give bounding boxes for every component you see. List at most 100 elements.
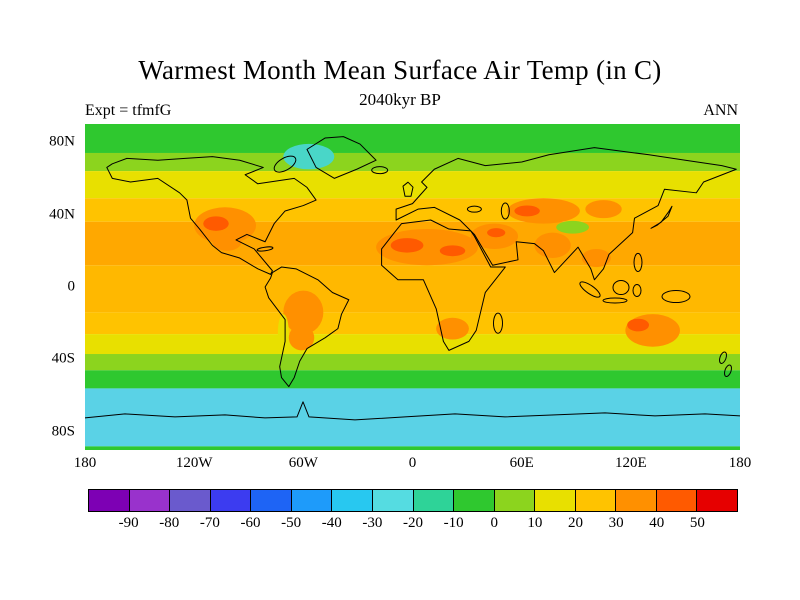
zonal-band — [85, 171, 740, 199]
chart-title: Warmest Month Mean Surface Air Temp (in … — [138, 55, 662, 85]
colorbar-tick-label: 40 — [649, 515, 665, 531]
temperature-map-svg — [85, 124, 740, 450]
world-map — [85, 124, 740, 450]
colorbar-cell — [209, 489, 252, 512]
colorbar-tick-label: -90 — [118, 515, 139, 531]
zonal-band — [85, 265, 740, 313]
region-argentina — [288, 325, 315, 351]
coastline-greenland — [306, 136, 377, 179]
colorbar-tick-label: -70 — [199, 515, 220, 531]
region-central-asia-core — [514, 205, 540, 217]
colorbar-cell — [655, 489, 698, 512]
colorbar-cell — [574, 489, 617, 512]
zonal-band — [85, 370, 740, 389]
coastline-british-isles — [402, 181, 414, 197]
region-mexico — [212, 232, 242, 251]
lat-tick-label: 40S — [51, 350, 75, 367]
region-baffin-greenland — [283, 143, 335, 170]
black-sea — [466, 205, 482, 213]
coastline-new-zealand-south — [724, 364, 732, 378]
coastline-new-zealand-north — [719, 351, 727, 364]
zonal-band — [85, 312, 740, 335]
colorbar-cell — [128, 489, 171, 512]
colorbar-tick-label: -80 — [159, 515, 180, 531]
zonal-band — [85, 334, 740, 355]
lat-tick-label: 0 — [67, 278, 76, 295]
colorbar-cell — [696, 489, 738, 512]
lon-tick-label: 120E — [614, 455, 647, 471]
region-tibet — [556, 220, 589, 234]
region-southern-africa — [436, 317, 469, 340]
lon-tick-label: 120W — [175, 455, 213, 471]
lat-tick-label: 80N — [49, 133, 75, 150]
colorbar-tick-label: -50 — [281, 515, 302, 531]
zonal-band — [85, 198, 740, 222]
lon-tick-label: 0 — [408, 455, 417, 471]
lat-tick-label: 80S — [51, 423, 75, 440]
zonal-temperature-bands — [85, 124, 740, 450]
zonal-band — [85, 152, 740, 172]
colorbar-cell — [290, 489, 333, 512]
colorbar-cell — [331, 489, 373, 512]
region-gobi — [585, 200, 622, 219]
coastline-madagascar — [493, 312, 503, 334]
colorbar-cell — [534, 489, 576, 512]
colorbar-tick-label: -60 — [240, 515, 261, 531]
longitude-axis: 180 120W 60W 0 60E 120E 180 — [74, 455, 752, 475]
coastline-eurasia — [395, 147, 737, 281]
zonal-band — [85, 354, 740, 371]
coastline-japan — [650, 205, 673, 229]
coastline-sulawesi — [632, 283, 642, 298]
zonal-band — [85, 124, 740, 153]
region-australia-core — [627, 318, 650, 332]
region-central-asia — [507, 198, 580, 224]
coastline-iceland — [371, 166, 389, 175]
coastline-north-america — [106, 156, 317, 275]
coastline-cuba — [256, 246, 274, 252]
chart-subtitle: 2040kyr BP — [359, 90, 441, 109]
colorbar-cell — [615, 489, 657, 512]
colorbar-tick-labels: -90 -80 -70 -60 -50 -40 -30 -20 -10 0 10 20 30 40 50 — [88, 515, 738, 535]
colorbar-tick-label: 0 — [490, 515, 499, 531]
caspian-sea — [500, 202, 510, 220]
colorbar-tick-label: 50 — [689, 515, 705, 531]
regional-temperature-anomalies — [194, 143, 680, 351]
colorbar-cell — [169, 489, 211, 512]
lon-tick-label: 180 — [73, 455, 97, 471]
region-sahara — [376, 229, 478, 266]
colorbar-tick-label: -10 — [443, 515, 464, 531]
lon-tick-label: 60E — [509, 455, 534, 471]
region-india — [534, 232, 571, 259]
coastline-borneo — [612, 279, 630, 296]
colorbar-cell — [250, 489, 292, 512]
coastline-philippines — [633, 252, 643, 272]
colorbar-cell — [371, 489, 414, 512]
lon-tick-label: 60W — [288, 455, 318, 471]
colorbar-tick-label: -30 — [362, 515, 383, 531]
coastline-sumatra — [579, 281, 601, 298]
zonal-band — [85, 388, 740, 447]
region-middle-east-core — [487, 228, 506, 238]
region-indochina — [581, 248, 611, 268]
lat-tick-label: 40N — [49, 206, 75, 223]
coastline-java — [602, 297, 628, 304]
temperature-colorbar — [88, 489, 738, 512]
coastline-baffin-island — [273, 155, 297, 173]
lon-tick-label: 180 — [728, 455, 752, 471]
colorbar-tick-label: 20 — [568, 515, 583, 531]
region-north-america-core — [203, 216, 229, 231]
colorbar-tick-label: 30 — [608, 515, 624, 531]
experiment-label: Expt = tfmfG — [85, 102, 172, 119]
colorbar-cell — [88, 489, 130, 512]
season-label: ANN — [703, 102, 738, 119]
coastline-south-america — [264, 266, 350, 388]
region-sahara-core-west — [390, 238, 424, 253]
region-andes — [277, 314, 289, 351]
coastlines — [85, 136, 740, 421]
zonal-band — [85, 446, 740, 450]
latitude-axis: 80N 40N 0 40S 80S — [20, 124, 75, 450]
region-sahara-core-east — [439, 245, 466, 257]
coastline-new-guinea — [661, 290, 691, 304]
colorbar-tick-label: -20 — [403, 515, 423, 531]
colorbar-tick-label: -40 — [321, 515, 342, 531]
